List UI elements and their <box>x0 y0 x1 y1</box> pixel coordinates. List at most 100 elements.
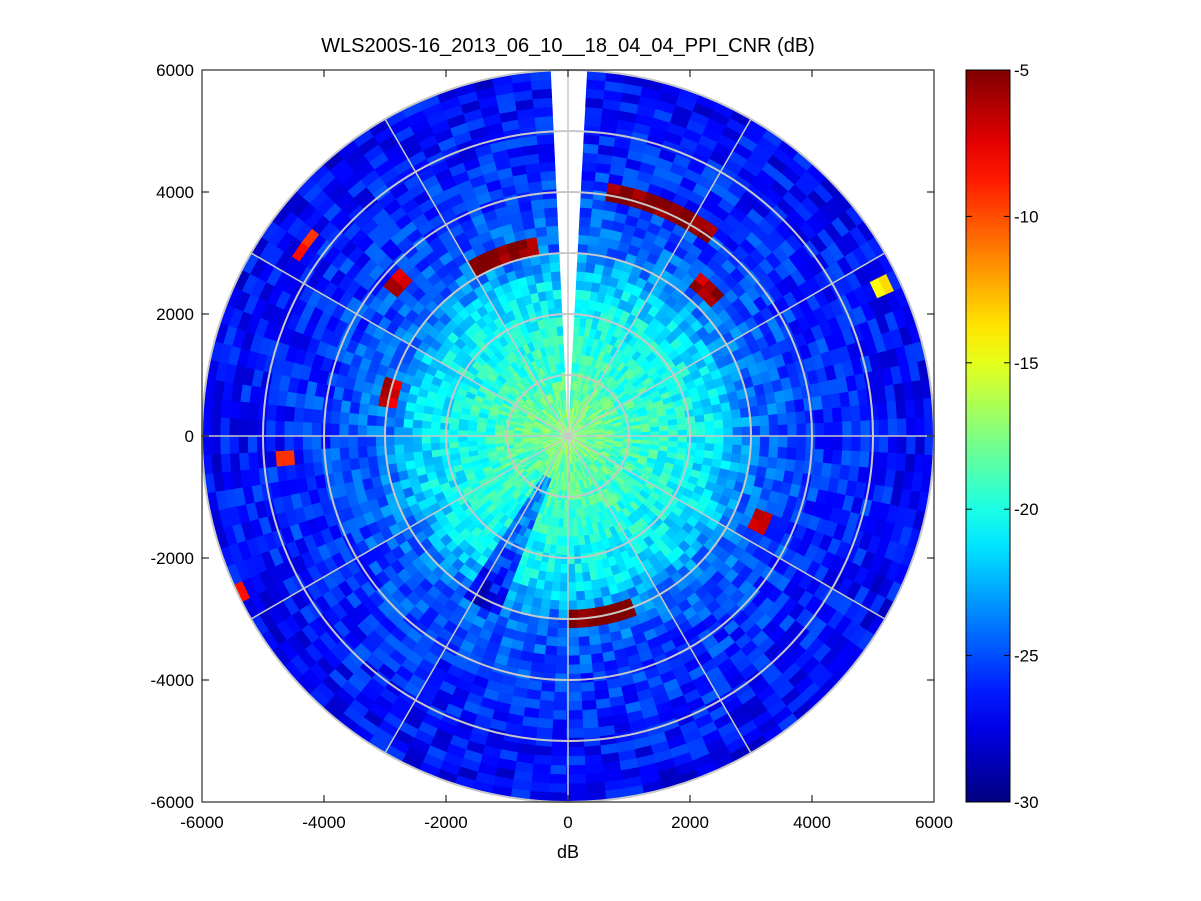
cnr-cell <box>531 437 541 440</box>
cnr-cell <box>608 392 619 402</box>
cnr-cell <box>290 361 304 379</box>
cnr-cell <box>517 612 530 625</box>
cnr-cell <box>542 476 550 487</box>
cnr-cell <box>531 263 544 275</box>
cnr-cell <box>695 93 719 111</box>
cnr-cell <box>281 575 299 597</box>
cnr-cell <box>297 332 313 352</box>
cnr-cell <box>777 413 788 427</box>
cnr-cell <box>529 772 551 784</box>
cnr-cell <box>407 149 429 167</box>
cnr-cell <box>346 648 366 668</box>
cnr-cell <box>302 406 314 423</box>
cnr-cell <box>460 456 471 465</box>
cnr-cell <box>536 450 546 458</box>
cnr-cell <box>548 764 568 775</box>
cnr-cell <box>322 262 340 282</box>
cnr-cell <box>282 254 301 276</box>
cnr-cell <box>573 420 580 429</box>
cnr-cell <box>709 109 732 127</box>
cnr-cell <box>800 196 822 217</box>
cnr-cell <box>761 161 783 182</box>
cnr-cell <box>552 691 568 702</box>
cnr-cell <box>551 280 562 291</box>
cnr-cell <box>547 478 554 489</box>
cnr-cell <box>390 228 408 246</box>
cnr-cell <box>575 410 581 420</box>
cnr-cell <box>531 559 542 571</box>
cnr-cell <box>650 174 668 189</box>
cnr-cell <box>333 535 348 553</box>
cnr-cell <box>354 250 372 269</box>
cnr-cell <box>522 527 532 539</box>
cnr-cell <box>501 119 521 132</box>
cnr-cell <box>454 392 466 403</box>
cnr-cell <box>740 191 760 210</box>
cnr-cell <box>558 591 568 602</box>
cnr-cell <box>546 506 553 517</box>
cnr-cell <box>229 416 240 436</box>
cnr-cell <box>632 339 644 351</box>
cnr-cell <box>364 369 377 384</box>
cnr-cell <box>659 425 669 432</box>
cnr-cell <box>668 436 679 443</box>
cnr-cell <box>327 523 343 541</box>
cnr-cell <box>458 239 474 254</box>
cnr-cell <box>597 370 606 381</box>
cnr-cell <box>523 153 541 165</box>
cnr-cell <box>513 383 523 394</box>
cnr-cell <box>223 487 237 509</box>
cnr-cell <box>704 420 715 430</box>
cnr-cell <box>213 526 229 550</box>
cnr-cell <box>518 483 528 494</box>
cnr-cell <box>573 420 580 429</box>
cnr-cell <box>403 443 414 454</box>
cnr-cell <box>566 664 581 675</box>
cnr-cell <box>823 422 834 438</box>
cnr-cell <box>522 594 534 607</box>
cnr-cell <box>841 406 852 424</box>
cnr-cell <box>439 95 463 112</box>
cnr-cell <box>576 400 582 411</box>
cnr-cell <box>669 162 689 178</box>
cnr-cell <box>535 461 544 471</box>
y-tick-label: -4000 <box>151 671 194 690</box>
cnr-cell <box>503 481 514 492</box>
cnr-cell <box>412 665 431 683</box>
cnr-cell <box>579 402 585 412</box>
cnr-cell <box>480 402 492 411</box>
cnr-cell <box>723 436 734 446</box>
cnr-cell <box>543 317 552 329</box>
cnr-cell <box>546 225 559 236</box>
cnr-cell <box>290 609 309 630</box>
cnr-cell <box>467 419 478 427</box>
cnr-cell <box>322 150 345 171</box>
cnr-cell <box>265 264 284 287</box>
cnr-cell <box>573 325 581 336</box>
cnr-cell <box>906 436 917 456</box>
cnr-cell <box>549 437 560 441</box>
cnr-cell <box>495 416 507 423</box>
cnr-cell <box>221 379 234 401</box>
cnr-cell <box>284 404 296 422</box>
cnr-cell <box>285 311 302 332</box>
cnr-cell <box>210 415 221 436</box>
cnr-cell <box>278 478 291 497</box>
cnr-cell <box>562 463 566 473</box>
cnr-cell <box>664 131 685 147</box>
cnr-cell <box>459 500 472 512</box>
cnr-cell <box>544 394 552 405</box>
cnr-cell <box>581 363 588 375</box>
cnr-cell <box>516 413 527 420</box>
y-tick-label: 6000 <box>156 61 194 80</box>
cnr-cell <box>555 471 561 482</box>
cnr-cell <box>234 289 252 312</box>
cnr-cell <box>501 627 516 640</box>
cnr-cell <box>475 355 487 367</box>
cnr-cell <box>364 652 384 671</box>
cnr-cell <box>600 218 615 231</box>
cnr-cell <box>778 436 789 449</box>
cnr-cell <box>533 445 543 452</box>
cnr-cell <box>393 435 404 446</box>
cnr-cell <box>554 307 563 318</box>
